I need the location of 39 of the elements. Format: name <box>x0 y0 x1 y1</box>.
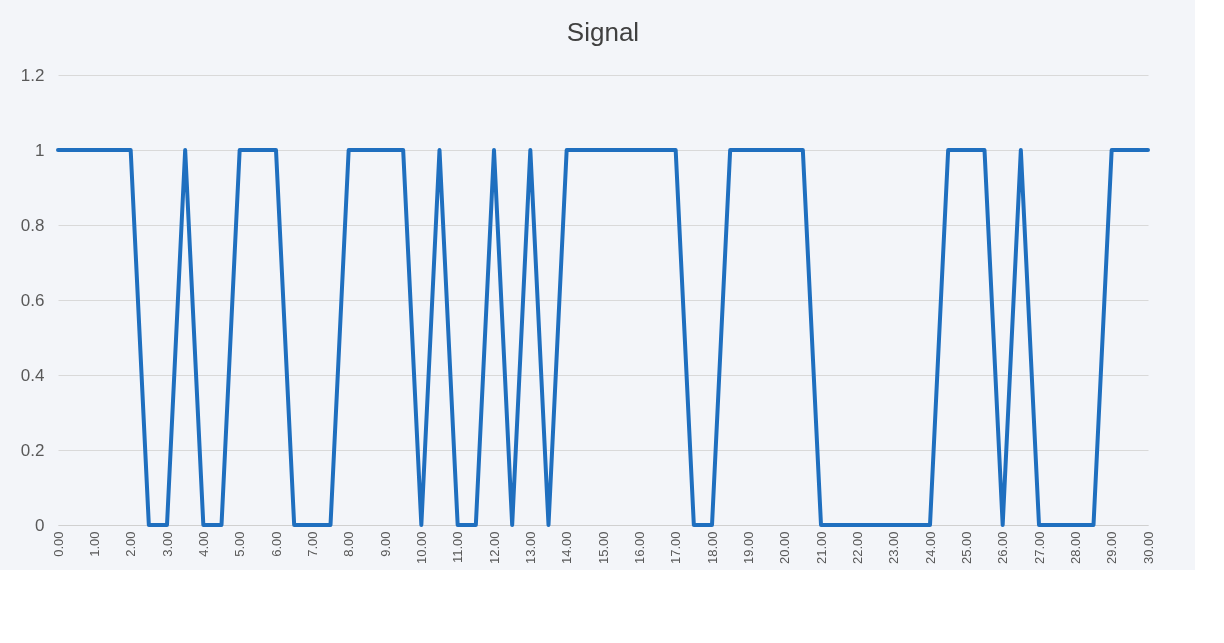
x-tick-label: 15.00 <box>595 531 611 565</box>
y-tick-label: 0.8 <box>20 215 45 235</box>
y-tick-label: 0.4 <box>20 365 45 385</box>
x-tick-label: 17.00 <box>668 531 684 565</box>
x-tick-label: 8.00 <box>341 531 357 557</box>
x-tick-label: 14.00 <box>559 531 575 565</box>
x-tick-label: 13.00 <box>522 531 538 565</box>
x-tick-label: 16.00 <box>631 531 647 565</box>
x-tick-label: 6.00 <box>268 531 284 557</box>
x-tick-label: 5.00 <box>232 531 248 557</box>
y-tick-label: 0.2 <box>20 440 45 460</box>
y-tick-label: 0 <box>35 515 45 535</box>
x-tick-label: 12.00 <box>486 531 502 565</box>
x-tick-label: 0.00 <box>50 531 66 557</box>
x-tick-label: 24.00 <box>922 531 938 565</box>
x-tick-label: 21.00 <box>813 531 829 565</box>
x-tick-label: 19.00 <box>740 531 756 565</box>
x-tick-label: 10.00 <box>413 531 429 565</box>
x-tick-label: 3.00 <box>159 531 175 557</box>
x-tick-label: 26.00 <box>995 531 1011 565</box>
x-tick-label: 29.00 <box>1104 531 1120 565</box>
x-tick-label: 27.00 <box>1031 531 1047 565</box>
x-tick-label: 20.00 <box>777 531 793 565</box>
x-tick-label: 23.00 <box>886 531 902 565</box>
y-tick-label: 1.2 <box>20 65 45 85</box>
chart-title: Signal <box>566 17 640 47</box>
x-tick-label: 22.00 <box>849 531 865 565</box>
x-tick-label: 18.00 <box>704 531 720 565</box>
x-tick-label: 25.00 <box>958 531 974 565</box>
x-tick-label: 4.00 <box>195 531 211 557</box>
x-tick-label: 7.00 <box>304 531 320 557</box>
y-tick-label: 0.6 <box>20 290 45 310</box>
x-tick-label: 30.00 <box>1140 531 1156 565</box>
x-tick-label: 1.00 <box>86 531 102 557</box>
x-tick-label: 28.00 <box>1067 531 1083 565</box>
x-tick-label: 11.00 <box>450 531 466 564</box>
x-tick-label: 2.00 <box>123 531 139 557</box>
x-tick-label: 9.00 <box>377 531 393 557</box>
y-tick-label: 1 <box>35 140 45 160</box>
